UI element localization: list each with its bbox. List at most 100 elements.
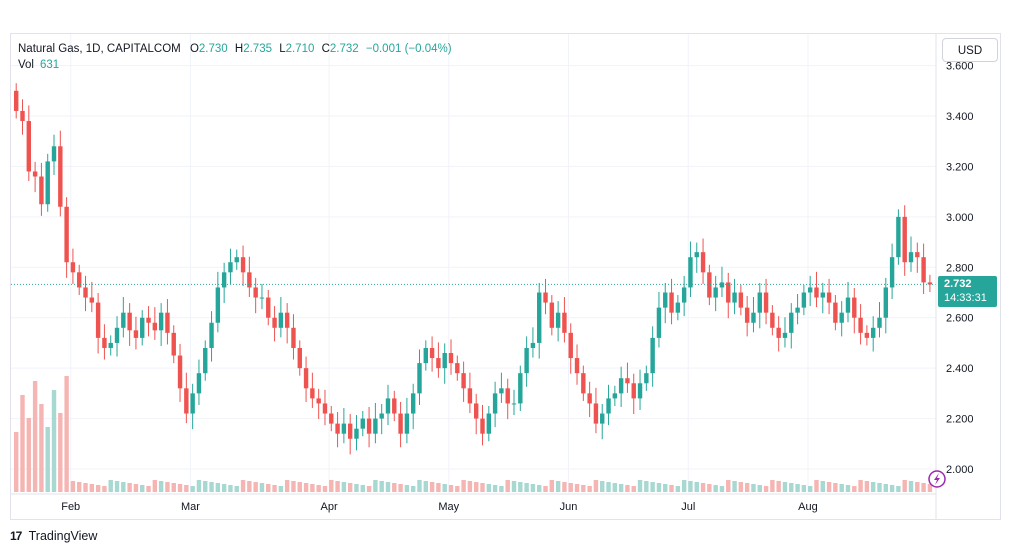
candle-body[interactable] [889, 257, 895, 288]
candle-body[interactable] [681, 287, 687, 303]
candle-body[interactable] [335, 423, 340, 434]
candle-body[interactable] [637, 383, 643, 399]
candle-body[interactable] [480, 418, 485, 434]
candle-body[interactable] [140, 317, 145, 338]
candle-body[interactable] [688, 257, 693, 288]
candle-body[interactable] [158, 312, 164, 331]
candle-body[interactable] [26, 121, 32, 172]
candle-body[interactable] [253, 287, 258, 298]
candle-body[interactable] [543, 292, 548, 303]
candle-body[interactable] [259, 297, 265, 299]
lightning-icon[interactable] [928, 470, 946, 488]
candle-body[interactable] [32, 171, 38, 177]
candle-body[interactable] [196, 373, 202, 394]
candle-body[interactable] [423, 347, 428, 364]
candle-body[interactable] [272, 317, 277, 328]
candle-body[interactable] [927, 282, 933, 285]
candle-body[interactable] [524, 347, 529, 374]
legend-volume-label[interactable]: Vol [18, 59, 34, 71]
candle-body[interactable] [347, 423, 353, 439]
candle-body[interactable] [228, 262, 233, 273]
candle-body[interactable] [83, 287, 88, 298]
candle-body[interactable] [404, 413, 410, 434]
candle-body[interactable] [656, 307, 662, 338]
candle-body[interactable] [675, 302, 681, 313]
candle-body[interactable] [392, 398, 397, 414]
candle-body[interactable] [726, 282, 731, 303]
candle-body[interactable] [303, 368, 309, 389]
candle-body[interactable] [215, 287, 221, 323]
candle-body[interactable] [537, 292, 542, 343]
candle-body[interactable] [373, 418, 378, 434]
chart-frame[interactable] [10, 33, 1001, 520]
candle-body[interactable] [694, 252, 699, 258]
candle-body[interactable] [64, 206, 69, 263]
candle-body[interactable] [751, 312, 756, 323]
candle-body[interactable] [203, 347, 208, 374]
candle-body[interactable] [782, 332, 788, 338]
candle-body[interactable] [108, 342, 113, 348]
candle-body[interactable] [77, 272, 82, 288]
candle-body[interactable] [908, 252, 914, 263]
candle-body[interactable] [322, 403, 328, 414]
candle-body[interactable] [600, 413, 605, 424]
candle-body[interactable] [858, 317, 863, 333]
candle-body[interactable] [329, 413, 334, 424]
candle-body[interactable] [310, 388, 315, 399]
candle-body[interactable] [921, 257, 926, 283]
candle-body[interactable] [51, 146, 57, 162]
candle-body[interactable] [606, 398, 611, 414]
candle-body[interactable] [719, 282, 725, 288]
candle-body[interactable] [341, 423, 347, 434]
candle-body[interactable] [896, 216, 901, 258]
candle-body[interactable] [738, 292, 744, 308]
candle-body[interactable] [833, 302, 838, 323]
candle-body[interactable] [171, 332, 176, 356]
candle-body[interactable] [587, 393, 592, 404]
candle-body[interactable] [209, 322, 214, 348]
candle-body[interactable] [146, 317, 151, 323]
candle-body[interactable] [234, 257, 239, 263]
candle-body[interactable] [650, 337, 655, 374]
candle-body[interactable] [455, 363, 460, 374]
candle-body[interactable] [744, 307, 750, 323]
candle-body[interactable] [436, 358, 441, 369]
candle-body[interactable] [379, 413, 384, 419]
candle-body[interactable] [663, 292, 668, 308]
candle-body[interactable] [45, 161, 50, 205]
candle-body[interactable] [644, 373, 649, 384]
candle-body[interactable] [795, 307, 800, 313]
candle-body[interactable] [121, 312, 126, 328]
candle-body[interactable] [505, 388, 510, 404]
candle-body[interactable] [707, 272, 712, 298]
candle-body[interactable] [568, 332, 573, 359]
candle-body[interactable] [864, 332, 870, 338]
legend-symbol[interactable]: Natural Gas, 1D, CAPITALCOM [18, 43, 181, 55]
candle-body[interactable] [448, 353, 454, 364]
candle-body[interactable] [14, 90, 19, 111]
candle-body[interactable] [247, 272, 252, 288]
candle-body[interactable] [574, 358, 580, 374]
candle-body[interactable] [593, 403, 599, 424]
candle-body[interactable] [297, 347, 302, 369]
candle-body[interactable] [763, 292, 769, 313]
candle-body[interactable] [732, 292, 737, 303]
candle-body[interactable] [266, 297, 271, 318]
candle-body[interactable] [499, 388, 504, 394]
candle-body[interactable] [902, 216, 907, 263]
candle-body[interactable] [581, 373, 586, 394]
candle-body[interactable] [114, 327, 120, 343]
candle-body[interactable] [177, 355, 183, 389]
candle-body[interactable] [518, 373, 523, 404]
candle-body[interactable] [240, 257, 246, 273]
candle-body[interactable] [511, 403, 517, 405]
candle-body[interactable] [631, 383, 636, 399]
candle-body[interactable] [398, 413, 403, 434]
candle-body[interactable] [39, 176, 44, 205]
candle-body[interactable] [807, 287, 813, 293]
candle-body[interactable] [58, 146, 63, 207]
candle-body[interactable] [883, 287, 888, 318]
candle-body[interactable] [410, 393, 416, 414]
candle-body[interactable] [284, 312, 290, 328]
